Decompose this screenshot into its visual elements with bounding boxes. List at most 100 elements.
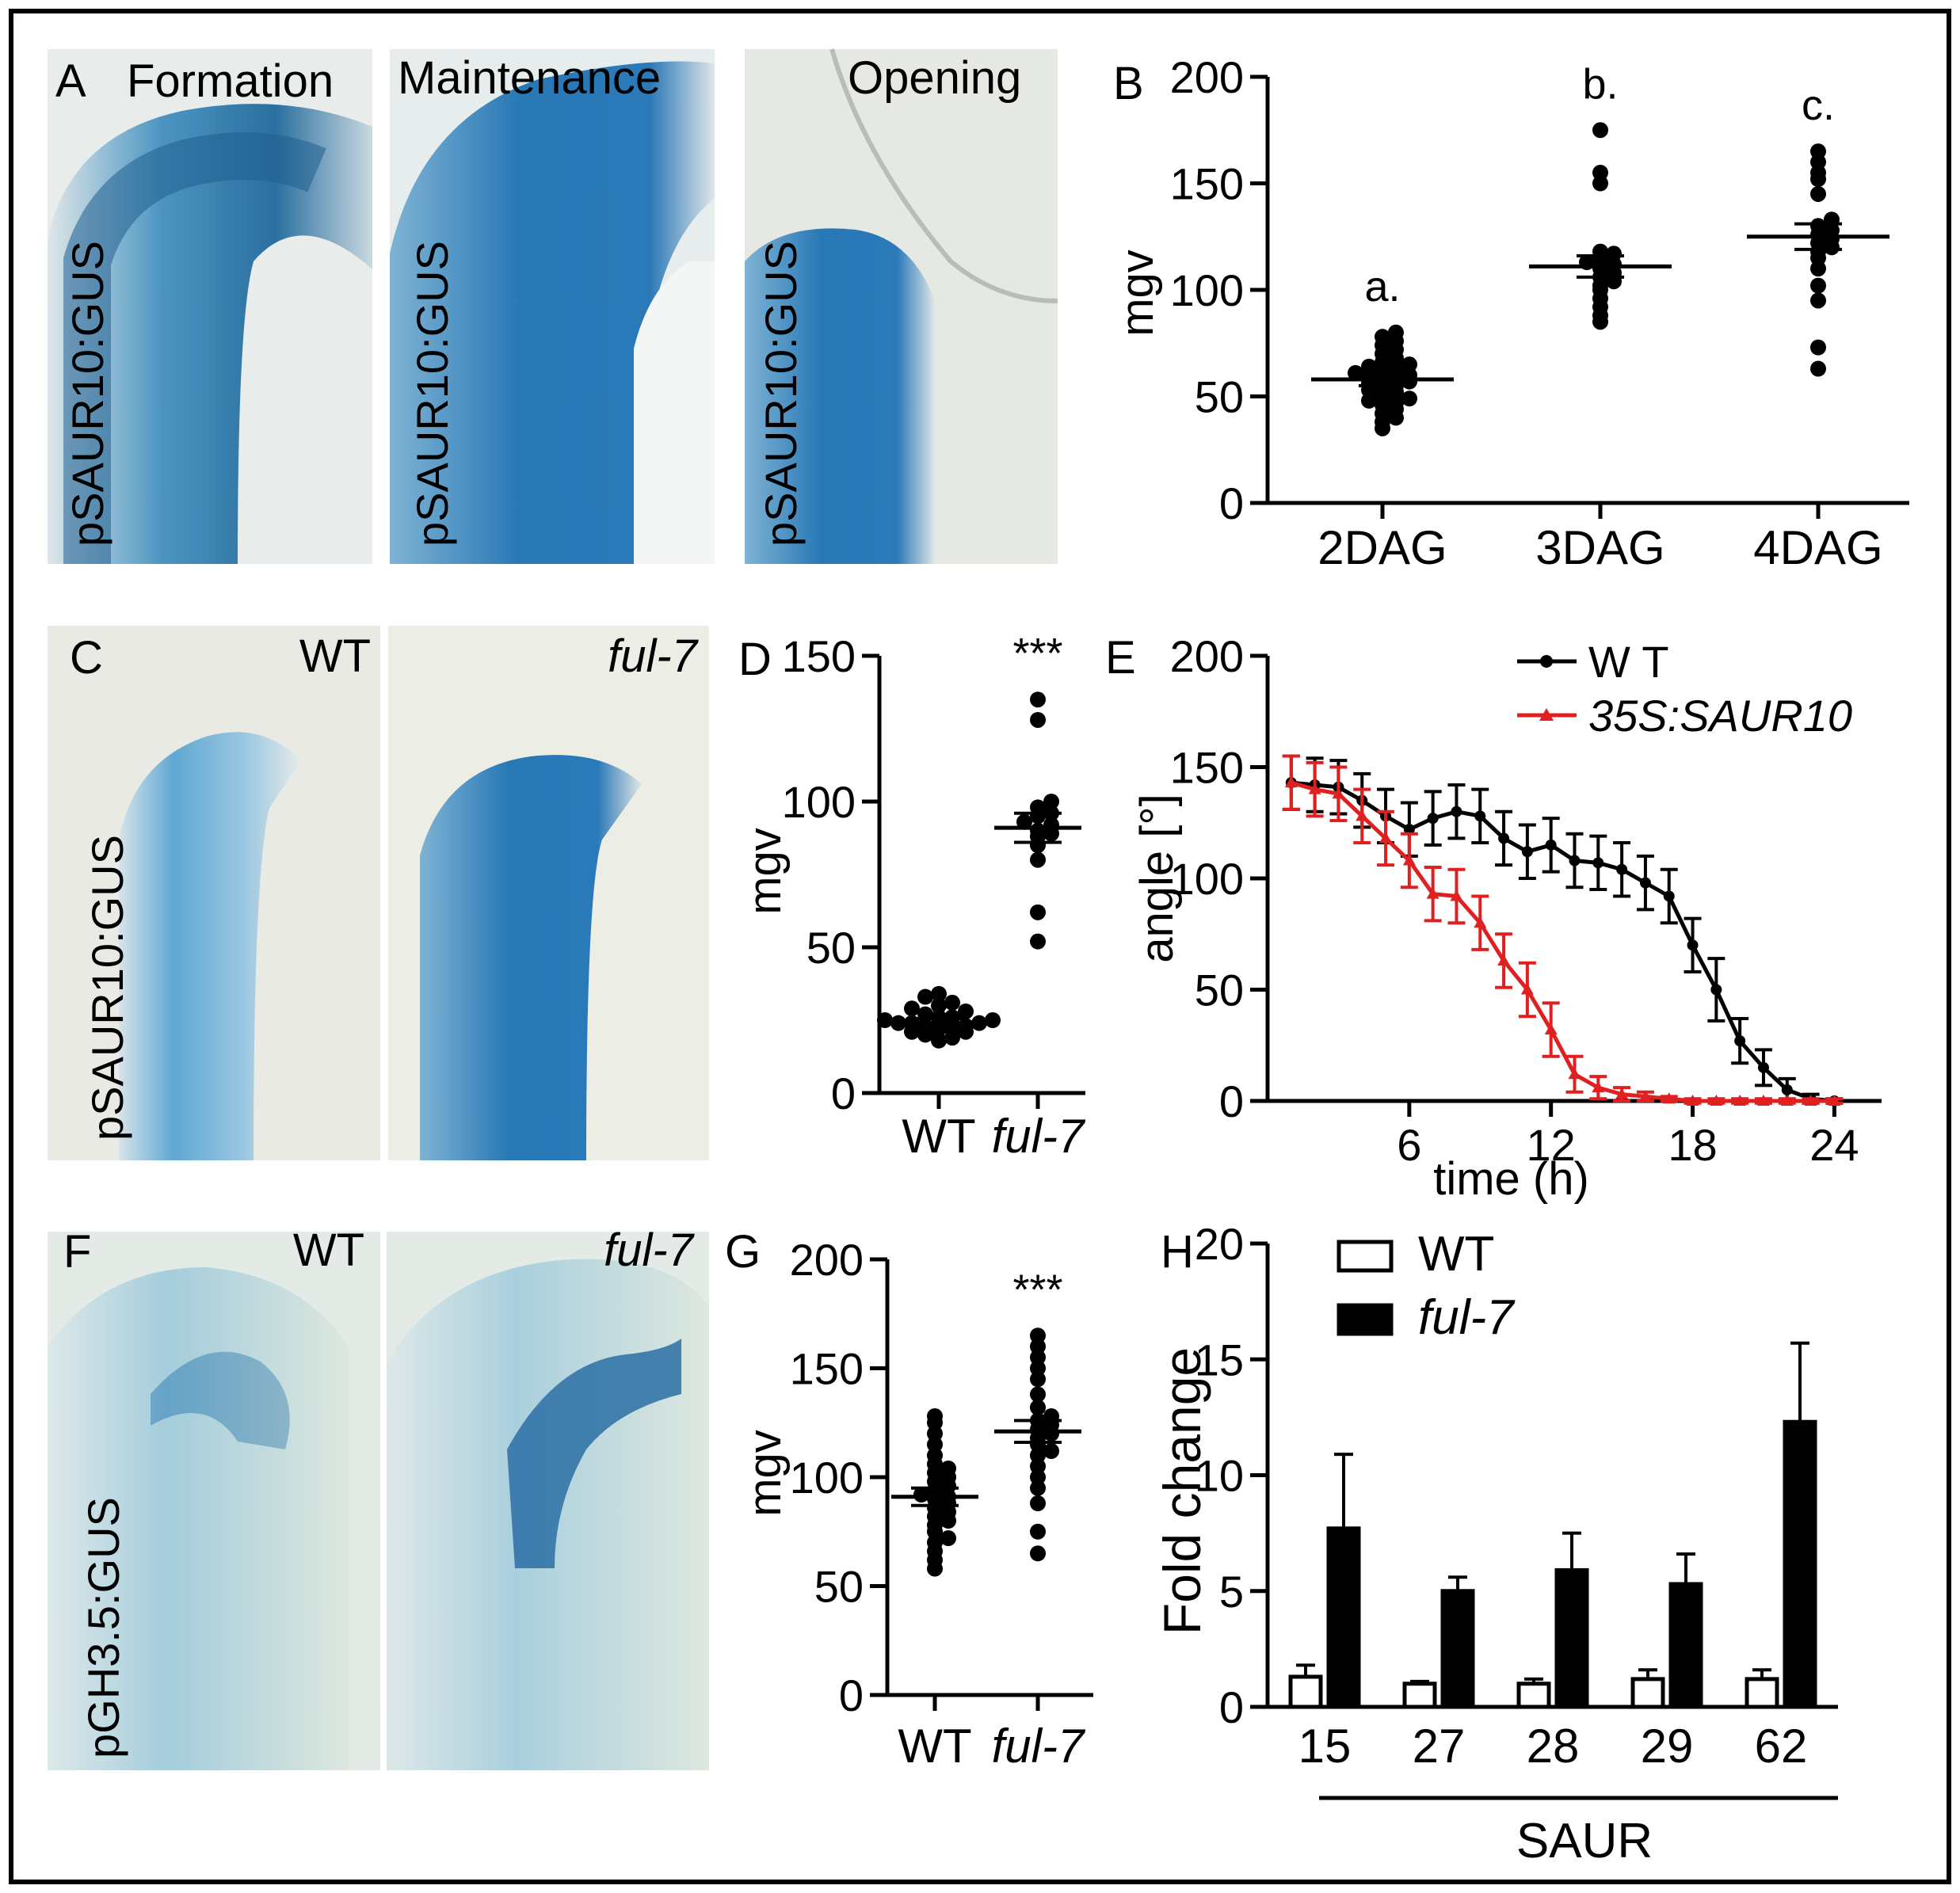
data-point <box>1403 824 1415 836</box>
panel-letter: F <box>63 1226 91 1278</box>
data-point <box>917 988 933 1005</box>
data-point <box>1687 939 1699 951</box>
y-tick-label: 150 <box>1170 743 1244 793</box>
data-point <box>1375 329 1390 345</box>
panel-c-title-ful7: ful-7 <box>608 630 700 682</box>
y-tick-label: 20 <box>1195 1219 1244 1269</box>
panel-a-title-formation: Formation <box>127 55 334 107</box>
bar <box>1745 1677 1779 1709</box>
panel-a-title-maintenance: Maintenance <box>398 52 661 104</box>
data-point <box>1030 1480 1046 1496</box>
data-point <box>1030 1400 1046 1415</box>
data-point <box>931 985 947 1002</box>
data-point <box>927 1436 943 1453</box>
chart-g: G 0 50 100 150 200 mgv WT ful-7 *** <box>725 1226 1093 1773</box>
data-point <box>1520 983 1534 995</box>
y-tick-label: 0 <box>1219 1682 1244 1732</box>
panel-f-title-ful7: ful-7 <box>604 1225 696 1276</box>
x-tick-label: WT <box>898 1720 971 1773</box>
data-point <box>1030 851 1046 868</box>
micrograph-ful-7 <box>387 1232 709 1770</box>
data-point <box>985 1012 1001 1028</box>
data-point <box>1030 1386 1046 1403</box>
panel-f: F WT ful-7 pGH3.5:GUS <box>48 1225 709 1770</box>
y-tick-label: 5 <box>1219 1567 1244 1617</box>
data-point <box>1030 1349 1046 1365</box>
data-point <box>1710 984 1722 996</box>
panel-c: C WT ful-7 pSAUR10:GUS <box>48 626 709 1160</box>
data-point <box>1030 933 1046 950</box>
x-tick-label: 4DAG <box>1753 521 1882 574</box>
series-line <box>1291 780 1835 1103</box>
data-point <box>1043 1443 1059 1459</box>
y-tick-label: 0 <box>1219 478 1244 528</box>
data-point <box>931 1032 947 1049</box>
data-point <box>1804 1095 1817 1106</box>
data-point <box>1662 1092 1676 1104</box>
panel-letter: E <box>1105 632 1136 684</box>
chart-d: D 0 50 100 150 mgv WT ful-7 *** <box>738 630 1086 1163</box>
ylabel-construct: pSAUR10:GUS <box>63 241 112 547</box>
data-point <box>1427 813 1439 825</box>
y-tick-label: 50 <box>814 1562 864 1612</box>
y-tick-label: 200 <box>790 1235 864 1285</box>
data-point <box>927 1447 943 1464</box>
data-point <box>1568 1068 1581 1080</box>
panel-a: A Formation Maintenance Opening pSAUR10:… <box>48 48 1058 565</box>
data-point <box>1401 356 1417 373</box>
x-tick-label: 24 <box>1809 1120 1859 1170</box>
x-tick-label: WT <box>902 1110 975 1163</box>
x-tick-label: 29 <box>1641 1720 1694 1773</box>
panel-f-title-wt: WT <box>293 1225 364 1276</box>
data-point <box>1592 122 1608 139</box>
data-point <box>1810 339 1826 356</box>
bar <box>1668 1582 1703 1709</box>
data-point <box>1734 1035 1746 1047</box>
data-point <box>1030 1360 1046 1377</box>
significance-label: a. <box>1364 263 1400 310</box>
panel-letter: G <box>725 1226 761 1278</box>
data-point <box>1780 1095 1794 1106</box>
data-point <box>1781 1084 1793 1095</box>
chart-e: E 0 50 100 150 200 6 12 18 24 time (h) angle [°] W … <box>1105 631 1882 1205</box>
x-tick-label: 62 <box>1755 1720 1808 1773</box>
data-point <box>927 1534 943 1551</box>
data-point <box>1308 783 1321 794</box>
y-tick-label: 150 <box>790 1344 864 1394</box>
y-tick-label: 50 <box>806 923 856 973</box>
x-tick-label: 27 <box>1413 1720 1466 1773</box>
data-point <box>944 994 960 1011</box>
data-point <box>1615 1087 1629 1099</box>
y-tick-label: 100 <box>1170 854 1244 904</box>
panel-letter: H <box>1161 1226 1194 1278</box>
ylabel-construct: pSAUR10:GUS <box>407 241 457 547</box>
data-point <box>1030 1523 1046 1540</box>
data-point <box>1388 324 1404 341</box>
y-tick-label: 50 <box>1195 372 1244 422</box>
data-point <box>1030 1458 1046 1475</box>
data-point <box>958 1003 974 1019</box>
x-tick-label: ful-7 <box>992 1110 1086 1163</box>
data-point <box>1030 799 1046 816</box>
bar <box>1440 1589 1475 1709</box>
y-tick-label: 0 <box>831 1068 856 1118</box>
x-axis-label: SAUR <box>1516 1814 1653 1868</box>
data-point <box>927 1408 943 1424</box>
data-point <box>1426 887 1439 899</box>
bar <box>1326 1526 1361 1709</box>
data-point <box>1686 1095 1699 1106</box>
data-point <box>1348 364 1363 381</box>
y-tick-label: 100 <box>790 1453 864 1503</box>
data-point <box>1810 143 1826 160</box>
significance-label: *** <box>1012 630 1062 677</box>
x-tick-label: ful-7 <box>992 1720 1086 1773</box>
x-tick-label: 2DAG <box>1317 521 1447 574</box>
data-point <box>1030 1447 1046 1464</box>
bar <box>1630 1677 1665 1709</box>
data-point <box>1592 857 1604 869</box>
data-point <box>1361 358 1377 375</box>
data-point <box>1030 1339 1046 1354</box>
data-point <box>1569 855 1581 867</box>
data-point <box>1402 854 1416 866</box>
